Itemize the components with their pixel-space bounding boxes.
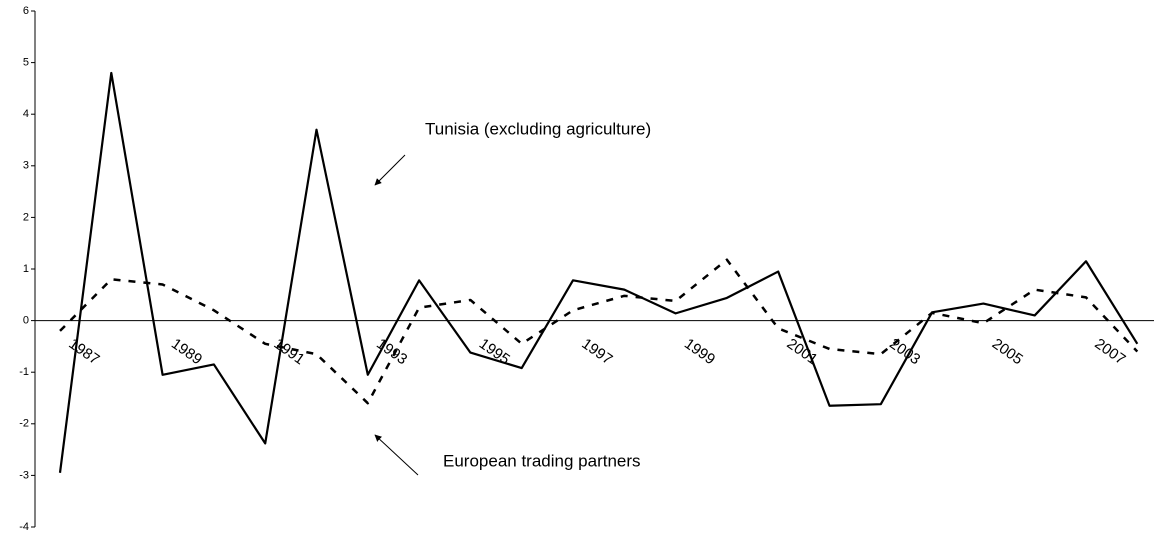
y-tick-label: 0 <box>23 315 29 327</box>
annotation: Tunisia (excluding agriculture) <box>425 119 651 138</box>
y-tick-label: -2 <box>19 418 29 430</box>
x-tick-label: 1989 <box>168 335 205 368</box>
annotation: European trading partners <box>443 451 641 470</box>
x-tick-label: 1993 <box>373 335 410 368</box>
y-tick-label: 4 <box>23 108 29 120</box>
x-tick-label: 2001 <box>784 335 821 368</box>
x-tick-label: 2007 <box>1091 335 1128 368</box>
x-tick-label: 1991 <box>271 335 308 368</box>
series-line <box>59 258 1139 405</box>
y-tick-label: 3 <box>23 160 29 172</box>
y-tick-label: -4 <box>19 521 29 533</box>
x-tick-label: 1997 <box>578 335 615 368</box>
arrow <box>374 154 406 186</box>
y-tick-label: 5 <box>23 57 29 69</box>
y-tick-label: -1 <box>19 366 29 378</box>
x-tick-label: 1987 <box>65 335 102 368</box>
x-tick-label: 1999 <box>681 335 718 368</box>
x-tick-label: 2005 <box>989 335 1026 368</box>
y-tick-label: 6 <box>23 5 29 17</box>
y-tick-label: 2 <box>23 211 29 223</box>
y-tick-label: 1 <box>23 263 29 275</box>
y-tick-label: -3 <box>19 469 29 481</box>
series-line <box>58 71 1139 473</box>
arrow <box>374 434 419 476</box>
